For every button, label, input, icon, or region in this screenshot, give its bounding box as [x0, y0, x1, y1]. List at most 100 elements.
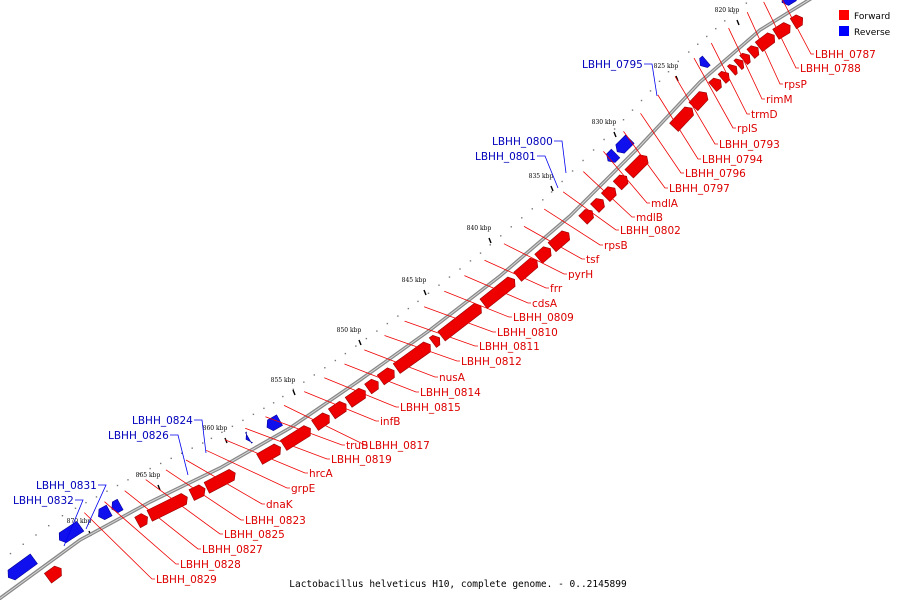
tick-label: 860 kbp — [203, 425, 228, 432]
forward-gene-label: LBHH_0788 — [800, 63, 861, 75]
forward-gene-label: LBHH_0812 — [461, 356, 522, 368]
tick-mark — [736, 19, 740, 26]
tick-label: 870 kbp — [67, 518, 92, 525]
tick-dot — [242, 419, 244, 422]
legend-forward-label: Forward — [854, 12, 890, 22]
tick-dot — [724, 20, 726, 22]
forward-gene-label: mdlA — [651, 198, 679, 210]
forward-leader-line — [746, 12, 783, 85]
tick-dot — [313, 374, 316, 376]
tick-dot — [48, 524, 50, 527]
legend: Forward Reverse — [839, 10, 891, 38]
tick-mark — [423, 289, 427, 296]
forward-gene-arrow — [311, 412, 330, 431]
forward-gene-arrow — [726, 64, 738, 76]
forward-leader-line — [543, 208, 603, 246]
tick-dot — [489, 244, 491, 246]
tick-dot — [386, 322, 389, 325]
reverse-gene-arrow — [98, 504, 113, 521]
tick-dot — [745, 2, 748, 4]
forward-gene-arrow — [688, 91, 709, 112]
forward-leader-line — [384, 335, 460, 362]
tick-dot — [706, 35, 708, 38]
reverse-leader-line — [170, 434, 189, 476]
forward-leader-line — [503, 243, 567, 275]
tick-dot — [510, 226, 512, 228]
gene-labels: LBHH_0787 LBHH_0788 rpsP rimM trmD rplS LBHH_0… — [13, 49, 876, 586]
legend-forward-swatch — [839, 10, 849, 20]
forward-gene-arrow — [437, 303, 482, 342]
tick-dot — [561, 180, 563, 183]
forward-leader-line — [104, 501, 179, 565]
forward-leader-line — [324, 377, 399, 408]
tick-dot — [715, 27, 717, 30]
tick-mark — [488, 237, 492, 244]
forward-leader-line — [283, 405, 368, 446]
forward-gene-label: truB — [346, 440, 368, 452]
forward-gene-label: grpE — [291, 483, 315, 495]
tick-dot — [127, 479, 129, 481]
forward-leader-line — [145, 479, 223, 535]
forward-gene-label: mdlB — [636, 212, 663, 224]
forward-gene-arrow — [392, 341, 431, 374]
tick-dot — [448, 276, 451, 278]
forward-gene-arrow — [256, 443, 281, 465]
tick-dot — [282, 395, 284, 398]
forward-gene-label: LBHH_0817 — [369, 440, 430, 452]
forward-leader-line — [404, 320, 478, 347]
forward-gene-arrow — [513, 257, 539, 282]
tick-dot — [631, 109, 634, 111]
forward-leader-line — [464, 275, 531, 304]
tick-dot — [159, 462, 162, 465]
forward-gene-label: cdsA — [532, 298, 558, 310]
forward-leader-line — [523, 226, 585, 260]
tick-dot — [658, 80, 661, 83]
map-caption: Lactobacillus helveticus H10, complete g… — [289, 579, 627, 590]
forward-gene-arrow — [134, 513, 148, 529]
forward-gene-arrow — [733, 58, 745, 71]
tick-label: 835 kbp — [529, 173, 554, 180]
forward-gene-arrow — [624, 154, 649, 179]
forward-leader-line — [224, 439, 308, 474]
tick-dot — [138, 472, 141, 475]
tick-dot — [550, 191, 553, 193]
reverse-gene-label: LBHH_0795 — [582, 59, 643, 71]
forward-gene-label: LBHH_0825 — [224, 529, 285, 541]
forward-leader-line — [206, 449, 290, 489]
forward-leader-line — [185, 459, 265, 505]
tick-dot — [427, 292, 430, 294]
forward-gene-label: LBHH_0802 — [620, 225, 681, 237]
tick-mark — [358, 339, 362, 346]
tick-dot — [272, 402, 275, 404]
forward-gene-label: rplS — [737, 123, 758, 135]
tick-label: 830 kbp — [592, 119, 617, 126]
forward-leader-line — [562, 191, 619, 231]
tick-dot — [334, 359, 337, 362]
tick-dot — [697, 43, 699, 45]
tick-dot — [688, 51, 690, 53]
forward-gene-label: LBHH_0794 — [702, 154, 763, 166]
tick-dot — [201, 442, 204, 444]
tick-dot — [116, 484, 119, 487]
tick-mark — [292, 389, 296, 396]
forward-gene-label: trmD — [751, 109, 778, 121]
tick-label: 820 kbp — [715, 7, 740, 14]
reverse-gene-label: LBHH_0824 — [132, 415, 193, 427]
reverse-gene-arrow — [111, 498, 124, 513]
tick-dot — [303, 381, 305, 383]
tick-mark — [550, 185, 554, 192]
forward-gene-label: nusA — [439, 372, 466, 384]
tick-dot — [355, 345, 357, 347]
forward-gene-label: pyrH — [568, 269, 593, 281]
forward-gene-label: LBHH_0814 — [420, 387, 481, 399]
forward-leader-line — [623, 131, 668, 189]
tick-dot — [180, 452, 183, 454]
forward-leader-line — [444, 290, 512, 318]
forward-leader-line — [583, 171, 635, 218]
tick-dot — [9, 552, 12, 555]
tick-dot — [231, 425, 234, 428]
reverse-gene-arrow — [781, 0, 797, 6]
reverse-gene-arrow — [699, 55, 711, 68]
reverse-gene-arrow — [7, 553, 38, 581]
